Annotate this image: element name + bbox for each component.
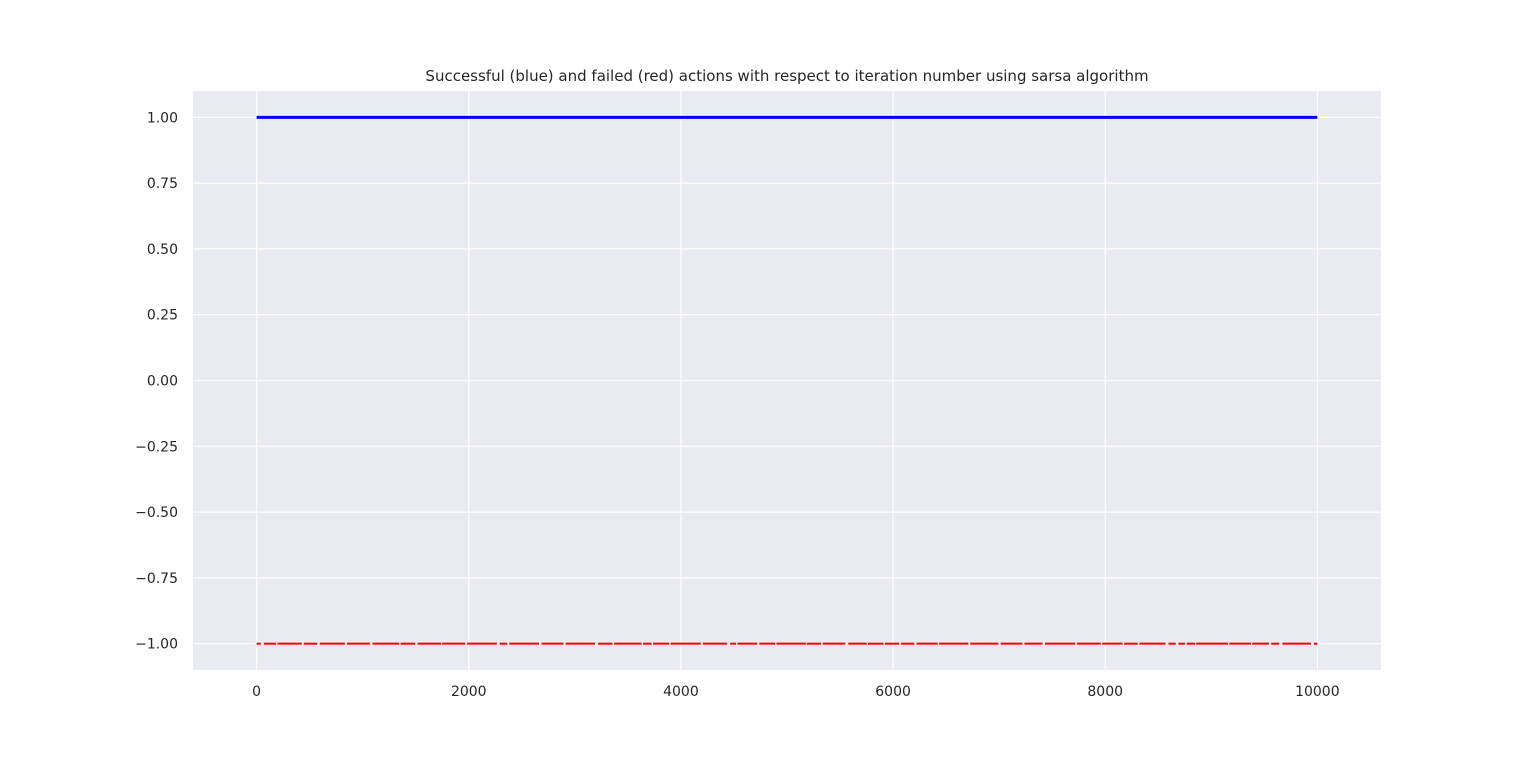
- x-tick-label: 6000: [875, 684, 911, 700]
- x-tick-label: 0: [252, 684, 261, 700]
- y-tick-label: −0.50: [135, 505, 178, 521]
- y-tick-label: 0.75: [147, 176, 178, 192]
- x-tick-label: 4000: [663, 684, 699, 700]
- y-tick-label: −0.25: [135, 439, 178, 455]
- x-tick-label: 10000: [1295, 684, 1340, 700]
- x-tick-labels: 0 2000 4000 6000 8000 10000: [252, 684, 1339, 700]
- chart-title: Successful (blue) and failed (red) actio…: [425, 67, 1149, 85]
- x-tick-label: 2000: [451, 684, 487, 700]
- y-tick-label: 0.00: [147, 374, 178, 390]
- data-series: [256, 115, 1318, 645]
- y-tick-label: 0.50: [147, 242, 178, 258]
- x-tick-label: 8000: [1087, 684, 1123, 700]
- y-tick-label: 0.25: [147, 308, 178, 324]
- y-tick-labels: 1.00 0.75 0.50 0.25 0.00 −0.25 −0.50 −0.75 −1.00: [135, 110, 178, 652]
- y-tick-label: −0.75: [135, 571, 178, 587]
- y-tick-label: 1.00: [147, 110, 178, 126]
- y-tick-label: −1.00: [135, 637, 178, 653]
